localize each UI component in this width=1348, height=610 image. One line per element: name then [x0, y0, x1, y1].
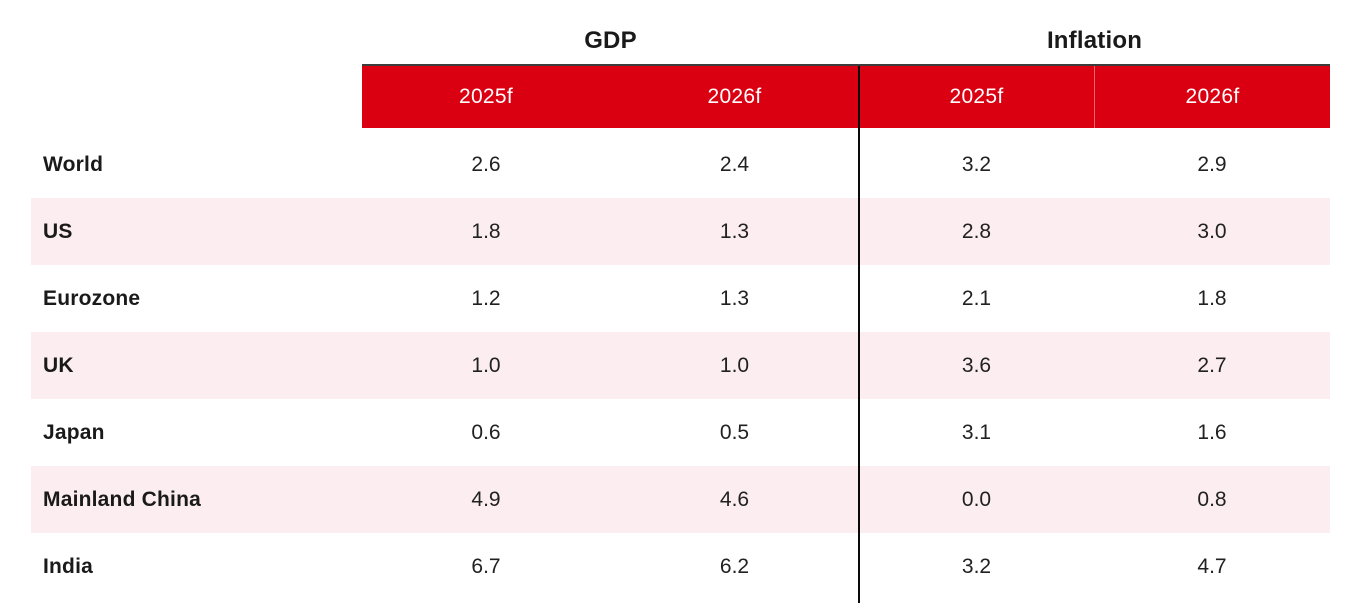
- table-row-eurozone: Eurozone 1.2 1.3 2.1 1.8: [31, 265, 1330, 332]
- row-label: US: [43, 219, 73, 243]
- value-cell: 2.1: [961, 286, 992, 310]
- table-row-us: US 1.8 1.3 2.8 3.0: [31, 198, 1330, 265]
- year-header-inflation-2025f: 2025f: [949, 85, 1004, 108]
- table-row-world: World 2.6 2.4 3.2 2.9: [31, 131, 1330, 198]
- value-cell: 2.7: [1197, 353, 1227, 377]
- value-cell: 1.3: [719, 286, 750, 310]
- value-cell: 0.5: [719, 420, 750, 444]
- value-cell: 2.6: [471, 152, 501, 176]
- year-header-inflation-2026f: 2026f: [1094, 66, 1330, 128]
- value-cell: 3.2: [961, 152, 992, 176]
- table-row-japan: Japan 0.6 0.5 3.1 1.6: [31, 399, 1330, 466]
- value-cell: 1.2: [471, 286, 501, 310]
- value-cell: 3.2: [961, 554, 992, 578]
- table-row-mainland-china: Mainland China 4.9 4.6 0.0 0.8: [31, 466, 1330, 533]
- group-header-gdp: GDP: [584, 27, 637, 54]
- value-cell: 0.0: [961, 487, 992, 511]
- value-cell: 6.7: [471, 554, 501, 578]
- row-label: World: [43, 152, 104, 176]
- table-body: World 2.6 2.4 3.2 2.9 US 1.8 1.3 2.8 3.0…: [31, 131, 1330, 600]
- value-cell: 6.2: [719, 554, 750, 578]
- row-label: Mainland China: [43, 487, 201, 511]
- value-cell: 1.8: [1197, 286, 1227, 310]
- year-header-gdp-2025f: 2025f: [458, 85, 514, 108]
- value-cell: 1.0: [471, 353, 501, 377]
- value-cell: 1.0: [719, 353, 750, 377]
- row-label: UK: [43, 353, 74, 377]
- value-cell: 1.3: [719, 219, 750, 243]
- value-cell: 0.6: [471, 420, 501, 444]
- year-header-gdp-2026f: 2026f: [707, 85, 762, 108]
- row-label: Japan: [43, 420, 105, 444]
- gdp-inflation-divider: [858, 66, 860, 603]
- value-cell: 4.6: [719, 487, 750, 511]
- value-cell: 0.8: [1197, 487, 1227, 511]
- value-cell: 4.9: [471, 487, 501, 511]
- value-cell: 3.6: [961, 353, 992, 377]
- table-header-bar: 2025f 2026f 2025f 2026f: [362, 64, 1330, 128]
- group-header-inflation: Inflation: [1046, 27, 1143, 54]
- value-cell: 2.9: [1197, 152, 1227, 176]
- value-cell: 1.6: [1197, 420, 1227, 444]
- value-cell: 1.8: [471, 219, 501, 243]
- value-cell: 3.1: [961, 420, 992, 444]
- row-label: India: [43, 554, 94, 578]
- value-cell: 2.4: [719, 152, 750, 176]
- table-row-uk: UK 1.0 1.0 3.6 2.7: [31, 332, 1330, 399]
- row-label: Eurozone: [43, 286, 141, 310]
- value-cell: 2.8: [961, 219, 992, 243]
- value-cell: 4.7: [1197, 554, 1227, 578]
- value-cell: 3.0: [1197, 219, 1227, 243]
- table-row-india: India 6.7 6.2 3.2 4.7: [31, 533, 1330, 600]
